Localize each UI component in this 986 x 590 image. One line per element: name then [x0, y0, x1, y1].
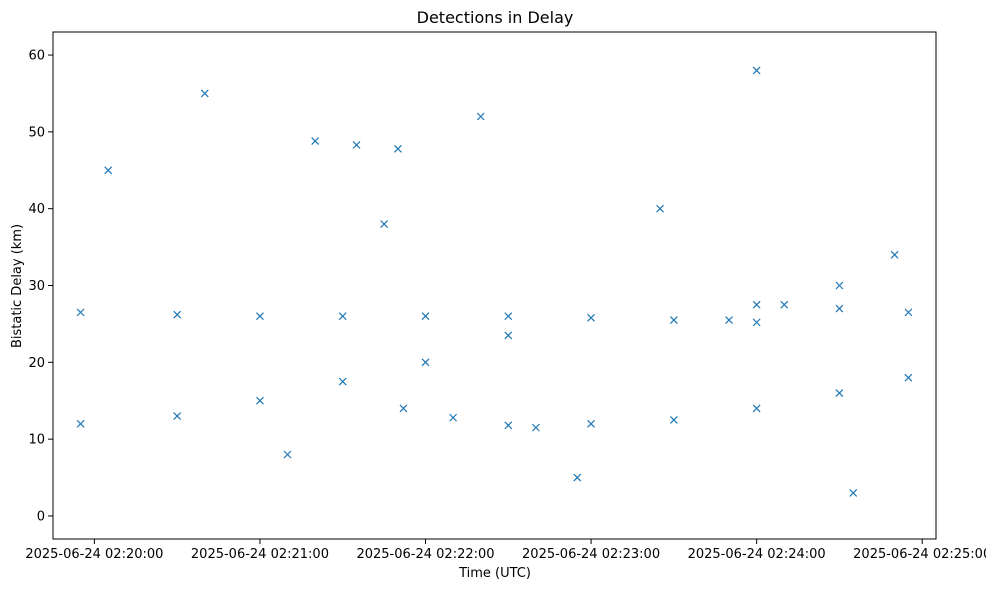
data-point [421, 358, 430, 367]
data-point [256, 396, 264, 405]
y-tick-label: 10 [28, 433, 45, 448]
y-tick-label: 60 [28, 49, 45, 64]
series-2 [587, 373, 913, 428]
y-tick-label: 0 [37, 509, 45, 524]
data-point [256, 312, 264, 321]
data-point [531, 423, 540, 432]
data-point [573, 473, 582, 482]
data-point [752, 300, 761, 309]
plot-markers [76, 66, 913, 497]
plot-frame [52, 31, 937, 540]
data-point [173, 412, 182, 421]
data-point [835, 281, 844, 290]
data-point [752, 318, 761, 327]
data-point [849, 488, 858, 497]
data-point [380, 220, 389, 228]
x-tick-label: 2025-06-24 02:25:00 [853, 547, 986, 562]
y-tick-label: 40 [28, 202, 45, 217]
data-point [421, 312, 430, 321]
data-point [890, 250, 899, 259]
data-point [752, 404, 761, 413]
data-point [200, 89, 209, 98]
data-point [835, 304, 844, 313]
data-point [587, 419, 596, 428]
data-point [393, 144, 402, 153]
x-axis: 2025-06-24 02:20:00 2025-06-24 02:21:00 20… [25, 539, 986, 562]
x-tick-label: 2025-06-24 02:22:00 [356, 547, 494, 562]
series-3 [76, 308, 761, 327]
data-point [476, 112, 485, 121]
series-6 [311, 137, 402, 153]
x-tick-label: 2025-06-24 02:21:00 [191, 547, 329, 562]
data-point [104, 166, 113, 175]
y-axis-label: Bistatic Delay (km) [10, 224, 25, 348]
y-tick-label: 20 [28, 356, 45, 371]
data-point [338, 377, 347, 386]
chart-title: Detections in Delay [417, 8, 574, 27]
series-4 [725, 250, 899, 324]
data-point [504, 312, 513, 321]
x-tick-label: 2025-06-24 02:23:00 [522, 547, 660, 562]
data-point [904, 373, 913, 382]
series-7 [104, 66, 858, 497]
series-1 [399, 404, 540, 432]
y-tick-label: 30 [28, 279, 45, 294]
y-tick-label: 50 [28, 125, 45, 140]
x-tick-label: 2025-06-24 02:20:00 [25, 547, 163, 562]
y-axis: 0 10 20 30 40 50 60 [28, 49, 53, 524]
data-point [656, 204, 664, 213]
series-5 [752, 300, 913, 317]
data-point [725, 316, 733, 324]
data-point [449, 413, 458, 422]
series-0 [76, 331, 513, 428]
data-point [338, 312, 347, 321]
data-point [669, 416, 678, 424]
data-point [173, 310, 182, 319]
data-point [352, 140, 361, 149]
data-point [904, 308, 913, 317]
data-point [835, 389, 844, 397]
data-point [587, 313, 596, 322]
data-point [76, 308, 85, 317]
data-point [504, 331, 513, 340]
data-point [76, 419, 85, 428]
data-point [399, 404, 408, 413]
data-point [669, 316, 678, 324]
data-point [752, 66, 761, 75]
data-point [780, 300, 789, 309]
data-point [283, 450, 292, 459]
data-point [311, 137, 320, 146]
data-point [504, 421, 513, 430]
x-axis-label: Time (UTC) [458, 566, 531, 581]
x-tick-label: 2025-06-24 02:24:00 [688, 547, 826, 562]
